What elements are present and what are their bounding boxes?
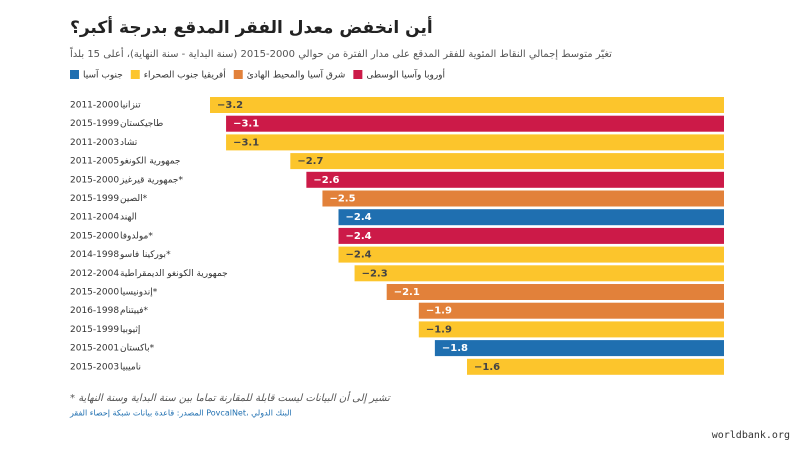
period-label: 2011-2003 [70,138,119,148]
legend-swatch [130,70,140,79]
footnote: * تشير إلى أن البيانات ليست قابلة للمقار… [70,391,391,404]
bar [338,227,724,244]
category-label: إثيوبيا [120,325,140,335]
value-label: −1.9 [426,306,452,317]
period-label: 2015-1999 [70,194,119,204]
watermark: worldbank.org [712,430,790,441]
bar [290,153,724,170]
category-label: الهند [120,213,137,223]
category-label: طاجيكستان [120,119,163,129]
period-label: 2015-2000 [70,175,119,185]
category-label: تشاد [120,138,138,148]
category-label: الصين* [120,194,148,204]
period-label: 2014-1998 [70,250,119,260]
value-label: −1.6 [474,362,500,373]
value-label: −2.4 [346,231,372,242]
value-label: −2.6 [313,175,339,186]
legend-swatch [353,70,363,79]
bar [467,358,724,375]
category-label: تنزانيا [120,101,141,111]
value-label: −2.7 [297,156,323,167]
chart-subtitle: تغيّر متوسط إجمالي النقاط المئوية للفقر … [70,46,612,60]
value-label: −3.1 [233,119,259,130]
period-label: 2011-2005 [70,157,119,167]
bar [338,246,724,263]
source: المصدر: قاعدة بيانات شبكة إحصاء الفقر Po… [69,409,292,419]
legend-label: شرق آسيا والمحيط الهادئ [247,69,346,81]
value-label: −2.5 [329,194,355,205]
value-label: −2.4 [346,212,372,223]
category-label: ناميبيا [120,362,141,372]
value-label: −3.1 [233,137,259,148]
period-label: 2015-2003 [70,362,119,372]
period-label: 2011-2004 [70,213,119,223]
category-label: جمهورية قيرغيز* [119,175,183,185]
value-label: −1.9 [426,324,452,335]
category-label: فييتنام* [120,306,148,316]
legend-swatch [70,70,79,79]
legend-label: أوروبا وآسيا الوسطى [366,69,445,81]
value-label: −3.2 [217,100,243,111]
category-label: بوركينا فاسو* [119,250,171,260]
value-label: −1.8 [442,343,468,354]
period-label: 2015-2000 [70,288,119,298]
value-label: −2.1 [394,287,420,298]
bar [322,190,724,207]
value-label: −2.3 [362,268,388,279]
period-label: 2015-1999 [70,119,119,129]
chart-title: أين انخفض معدل الفقر المدقع بدرجة أكبر؟ [70,16,433,38]
category-label: جمهورية الكونغو الديمقراطية [120,269,228,279]
bar [338,209,724,226]
legend-label: أفريقيا جنوب الصحراء [144,69,226,81]
legend-swatch [233,70,243,79]
bar [210,97,724,113]
period-label: 2011-2000 [70,101,119,111]
bar [226,134,724,151]
bar [354,265,724,282]
period-label: 2016-1998 [70,306,119,316]
period-label: 2015-2000 [70,231,119,241]
legend-label: جنوب آسيا [83,69,123,81]
bar [226,115,724,132]
period-label: 2012-2004 [70,269,119,279]
category-label: مولدوفا* [120,231,153,241]
period-label: 2015-2001 [70,344,119,354]
category-label: إندونيسيا* [120,288,158,298]
category-label: باكستان* [120,344,155,354]
bar [418,321,724,338]
value-label: −2.4 [346,250,372,261]
period-label: 2015-1999 [70,325,119,335]
bar [306,171,724,188]
bar [386,284,724,300]
bar [434,340,724,357]
bar [418,302,724,319]
category-label: جمهورية الكونغو [119,157,180,167]
